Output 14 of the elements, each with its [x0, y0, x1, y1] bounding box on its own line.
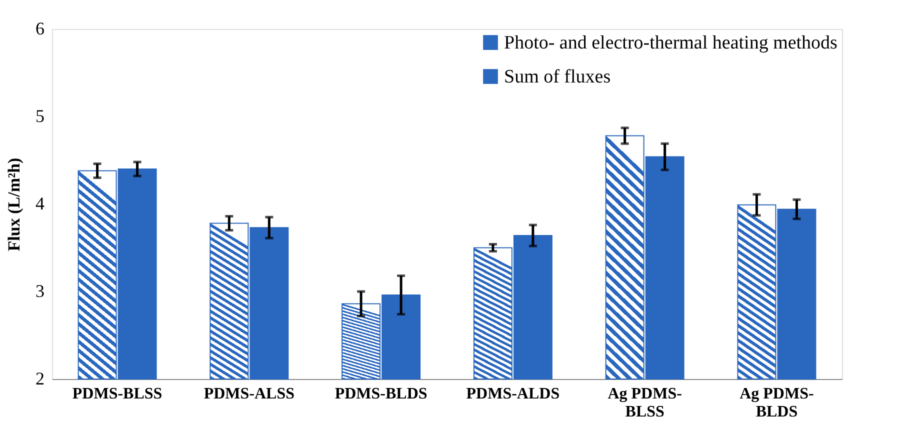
- x-tick-label: PDMS-ALDS: [466, 386, 560, 402]
- legend-label: Sum of fluxes: [504, 66, 611, 88]
- y-tick-label: 6: [36, 18, 44, 38]
- y-tick-label: 5: [36, 106, 44, 126]
- y-tick-label: 2: [36, 368, 44, 388]
- legend-label: Photo- and electro-thermal heating methods: [504, 32, 838, 54]
- y-tick-label: 3: [36, 281, 44, 301]
- x-tick-label: PDMS-BLDS: [334, 386, 428, 402]
- x-tick-label: PDMS-ALSS: [204, 386, 295, 402]
- y-tick-label: 4: [36, 194, 44, 214]
- y-axis-title: Flux (L/m²h): [4, 158, 24, 252]
- x-tick-label: Ag PDMS-BLSS: [608, 386, 682, 420]
- x-tick-label: Ag PDMS-BLDS: [740, 386, 814, 420]
- x-tick-label: PDMS-BLSS: [72, 386, 162, 402]
